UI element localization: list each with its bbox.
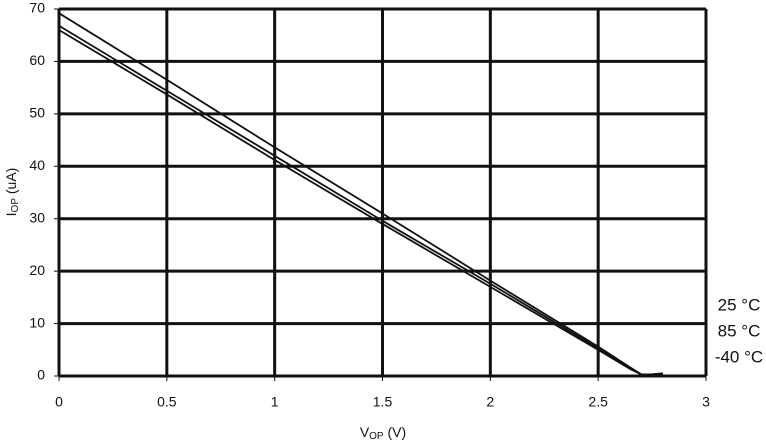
y-tick-label: 70 bbox=[29, 0, 45, 16]
x-tick-label: 0 bbox=[55, 394, 63, 410]
x-axis-label-part: OP bbox=[369, 431, 384, 442]
x-tick-label: 3 bbox=[702, 394, 710, 410]
series-label: 85 °C bbox=[718, 321, 761, 340]
y-tick-label: 20 bbox=[29, 262, 45, 278]
x-tick-label: 2.5 bbox=[588, 394, 608, 410]
x-tick-label: 1 bbox=[271, 394, 279, 410]
x-axis-label-part: V bbox=[360, 424, 370, 440]
y-axis-label-part: OP bbox=[10, 198, 21, 213]
y-tick-label: 50 bbox=[29, 105, 45, 121]
series-label: -40 °C bbox=[715, 347, 763, 366]
x-tick-label: 2 bbox=[486, 394, 494, 410]
x-axis-label: VOP (V) bbox=[360, 424, 406, 442]
y-tick-label: 30 bbox=[29, 209, 45, 225]
y-tick-label: 10 bbox=[29, 314, 45, 330]
x-axis-label-part: (V) bbox=[384, 424, 407, 440]
y-axis-label-part: (uA) bbox=[3, 168, 19, 198]
x-tick-label: 1.5 bbox=[373, 394, 393, 410]
series-label: 25 °C bbox=[718, 295, 761, 314]
series-line bbox=[58, 29, 663, 376]
y-axis-label: IOP (uA) bbox=[3, 168, 21, 217]
y-tick-label: 0 bbox=[37, 367, 45, 383]
y-axis-label-part: I bbox=[3, 212, 19, 216]
x-tick-label: 0.5 bbox=[157, 394, 177, 410]
y-tick-label: 60 bbox=[29, 52, 45, 68]
y-tick-label: 40 bbox=[29, 157, 45, 173]
